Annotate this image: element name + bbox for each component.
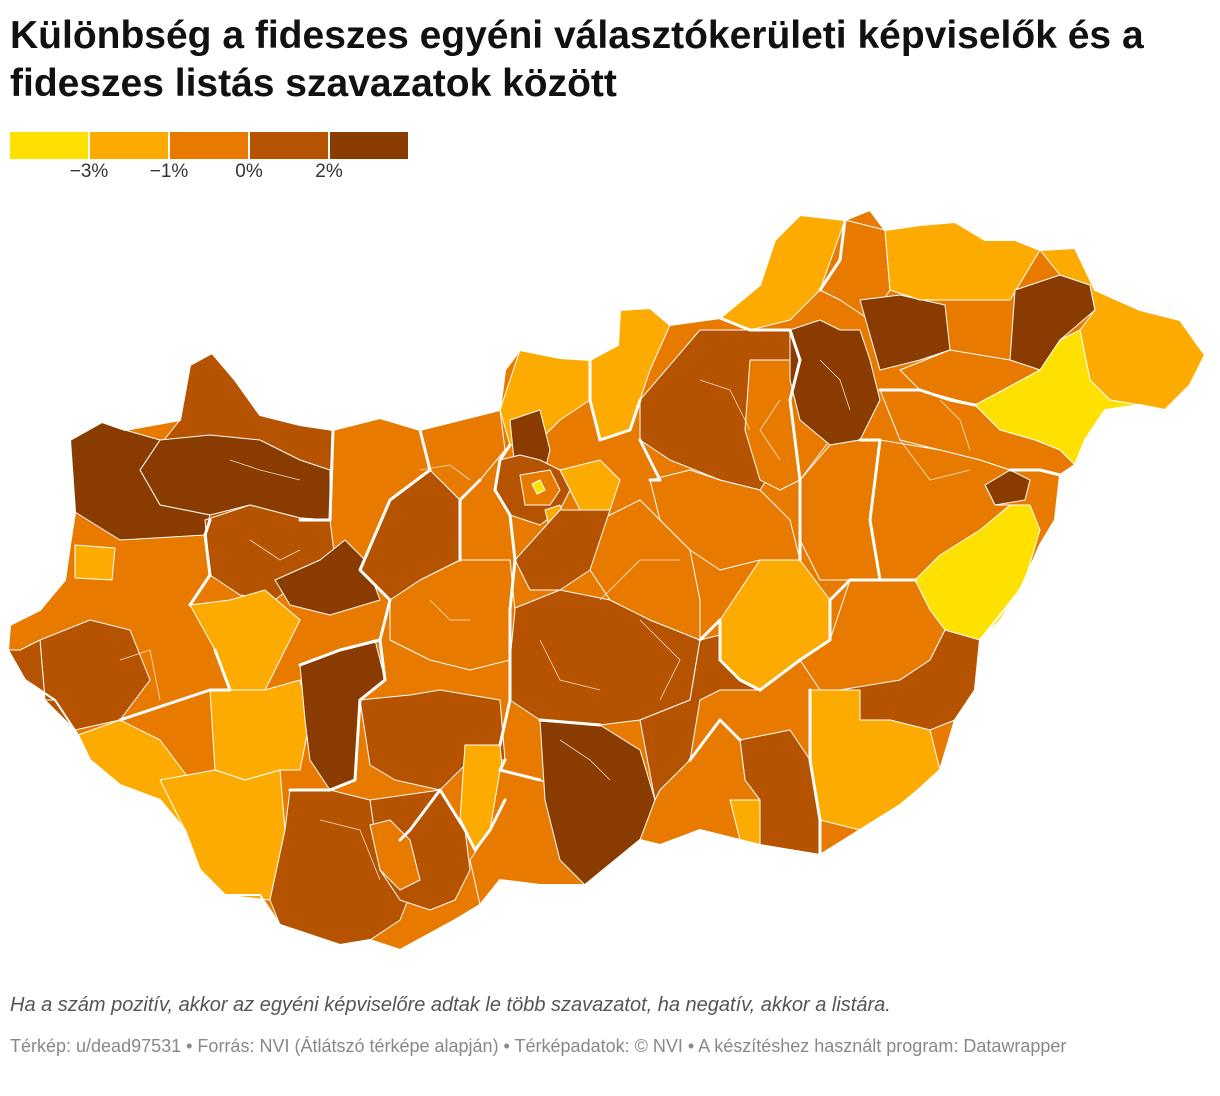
county-border-23 <box>818 218 847 292</box>
county-border-6 <box>493 443 517 747</box>
county-border-1 <box>298 428 335 522</box>
electoral-districts <box>7 210 1206 950</box>
district-line-9 <box>119 649 161 701</box>
legend-tick-2: −1% <box>149 161 189 182</box>
explanatory-note: Ha a szám pozitív, akkor az egyéni képvi… <box>10 994 891 1016</box>
county-border-17 <box>758 578 917 692</box>
county-border-15 <box>878 388 977 407</box>
legend-swatch-2 <box>90 132 168 159</box>
map-title: Különbség a fideszes egyéni választókerü… <box>10 14 1144 105</box>
county-border-12 <box>698 618 762 692</box>
district-zalaegerszeg-brown <box>39 619 151 731</box>
district-line-11 <box>819 359 851 411</box>
county-border-2 <box>188 518 212 607</box>
county-border-20 <box>398 788 467 842</box>
legend-swatch-1 <box>10 132 88 159</box>
district-line-14 <box>319 819 381 881</box>
county-border-8 <box>498 758 542 782</box>
district-line-13 <box>559 739 611 781</box>
district-budapest-yellow <box>531 479 546 495</box>
district-line-5 <box>639 619 681 701</box>
source-credits: Térkép: u/dead97531 • Forrás: NVI (Átlát… <box>10 1036 1067 1056</box>
district-pest-s-brown <box>514 509 611 591</box>
district-line-6 <box>539 639 601 691</box>
country-outline <box>6 208 1207 952</box>
county-border-10 <box>588 358 642 442</box>
county-border-16 <box>1008 468 1062 477</box>
district-somogy-s-light <box>159 769 286 901</box>
district-miskolc-dark <box>789 319 881 446</box>
district-line-7 <box>229 459 301 481</box>
district-szombathely-light <box>74 544 116 581</box>
legend-swatch-5 <box>330 132 408 159</box>
hungary-district-map <box>6 208 1207 952</box>
county-border-4 <box>288 638 387 792</box>
legend-tick-4: 2% <box>315 161 343 182</box>
district-somogy-w-light <box>209 679 311 781</box>
district-godollo-light <box>559 459 621 511</box>
county-border-9 <box>538 718 602 727</box>
district-line-8 <box>249 539 301 561</box>
county-border-18 <box>808 688 822 857</box>
district-cegled-orange <box>589 499 701 641</box>
district-line-10 <box>699 379 751 431</box>
district-line-15 <box>429 599 470 621</box>
county-border-19 <box>688 718 742 762</box>
county-borders <box>6 208 1207 952</box>
county-border-3 <box>118 648 232 722</box>
legend-tick-1: −3% <box>69 161 109 182</box>
county-border-11 <box>638 438 662 482</box>
county-border-14 <box>858 438 882 582</box>
legend-swatch-3 <box>170 132 248 159</box>
district-line-12 <box>939 399 971 451</box>
district-line-1 <box>419 464 471 481</box>
county-border-21 <box>458 798 507 852</box>
color-legend: −3% −1% 0% 2% <box>10 130 410 190</box>
district-line-2 <box>599 559 680 601</box>
legend-tick-3: 0% <box>235 161 263 182</box>
county-border-22 <box>718 316 792 332</box>
district-line-4 <box>899 439 971 481</box>
county-border-5 <box>358 428 432 642</box>
district-borders <box>119 359 971 881</box>
district-encs-light <box>884 221 1041 301</box>
district-pecs-city <box>369 819 421 891</box>
county-border-13 <box>788 328 802 562</box>
county-border-7 <box>458 478 482 562</box>
legend-swatch-4 <box>250 132 328 159</box>
district-line-3 <box>759 399 781 461</box>
